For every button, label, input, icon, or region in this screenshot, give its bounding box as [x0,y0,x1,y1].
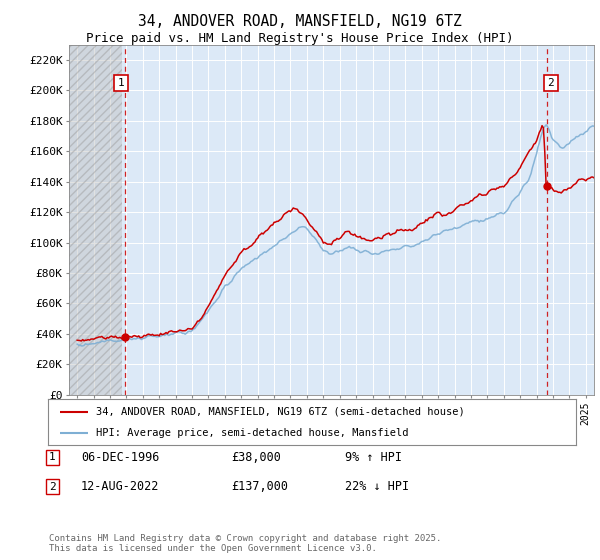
Text: £38,000: £38,000 [231,451,281,464]
Text: 2: 2 [49,482,56,492]
Text: 9% ↑ HPI: 9% ↑ HPI [345,451,402,464]
Text: Price paid vs. HM Land Registry's House Price Index (HPI): Price paid vs. HM Land Registry's House … [86,32,514,45]
Text: 22% ↓ HPI: 22% ↓ HPI [345,480,409,493]
Text: Contains HM Land Registry data © Crown copyright and database right 2025.
This d: Contains HM Land Registry data © Crown c… [49,534,442,553]
Text: 12-AUG-2022: 12-AUG-2022 [81,480,160,493]
Text: HPI: Average price, semi-detached house, Mansfield: HPI: Average price, semi-detached house,… [95,428,408,438]
Text: 34, ANDOVER ROAD, MANSFIELD, NG19 6TZ (semi-detached house): 34, ANDOVER ROAD, MANSFIELD, NG19 6TZ (s… [95,407,464,417]
Text: 34, ANDOVER ROAD, MANSFIELD, NG19 6TZ: 34, ANDOVER ROAD, MANSFIELD, NG19 6TZ [138,14,462,29]
Text: 06-DEC-1996: 06-DEC-1996 [81,451,160,464]
Bar [69,45,122,395]
Text: 2: 2 [547,78,554,88]
Text: 1: 1 [118,78,124,88]
Text: 1: 1 [49,452,56,463]
Text: £137,000: £137,000 [231,480,288,493]
